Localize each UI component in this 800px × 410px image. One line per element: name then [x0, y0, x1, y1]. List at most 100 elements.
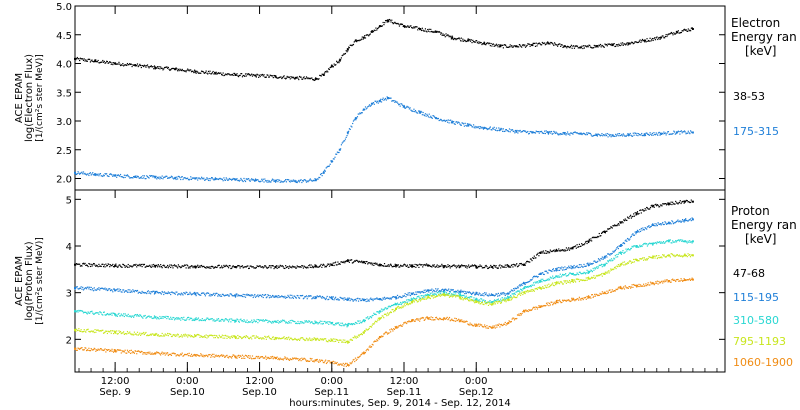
proton-sample: [382, 308, 384, 310]
electron-sample: [635, 134, 637, 136]
electron-sample: [129, 177, 131, 179]
electron-sample: [126, 174, 129, 176]
electron-sample: [255, 76, 257, 78]
electron-sample: [192, 70, 194, 72]
proton-sample: [109, 331, 111, 333]
electron-sample: [302, 180, 304, 182]
proton-sample: [216, 266, 218, 269]
proton-sample: [620, 244, 622, 246]
electron-sample: [643, 134, 645, 136]
proton-sample: [513, 296, 516, 298]
proton-sample: [588, 264, 590, 266]
proton-sample: [451, 296, 454, 298]
proton-sample: [405, 296, 407, 298]
electron-sample: [341, 142, 343, 144]
electron-sample: [527, 130, 529, 133]
proton-sample: [396, 303, 398, 305]
proton-sample: [583, 263, 585, 266]
electron-sample: [518, 43, 521, 46]
electron-sample: [404, 107, 406, 109]
electron-sample: [667, 34, 669, 36]
proton-point: [362, 319, 365, 322]
proton-sample: [592, 276, 594, 279]
proton-sample: [568, 272, 571, 274]
proton-sample: [618, 245, 620, 247]
proton-sample: [129, 315, 131, 317]
proton-sample: [226, 337, 228, 340]
proton-sample: [131, 291, 133, 293]
proton-sample: [359, 320, 361, 322]
proton-sample: [280, 338, 282, 340]
proton-sample: [593, 275, 595, 277]
proton-sample: [561, 269, 564, 271]
electron-sample: [86, 173, 88, 175]
proton-sample: [497, 302, 499, 304]
proton-sample: [308, 320, 311, 322]
proton-sample: [155, 264, 157, 266]
proton-sample: [279, 321, 281, 323]
proton-sample: [513, 292, 516, 294]
proton-sample: [409, 265, 412, 267]
electron-sample: [544, 130, 546, 132]
electron-sample: [605, 43, 608, 46]
electron-sample: [351, 126, 353, 128]
proton-sample: [527, 281, 529, 283]
proton-sample: [691, 201, 693, 203]
electron-sample: [281, 77, 283, 80]
proton-sample: [147, 290, 149, 292]
proton-sample: [414, 263, 416, 266]
proton-sample: [130, 265, 132, 267]
electron-sample: [79, 59, 81, 62]
electron-sample: [198, 177, 200, 179]
electron-sample: [645, 41, 647, 43]
proton-sample: [76, 263, 78, 265]
proton-sample: [246, 265, 248, 267]
electron-sample: [436, 117, 438, 120]
electron-sample: [508, 46, 511, 48]
proton-sample: [370, 262, 373, 264]
proton-sample: [449, 291, 451, 293]
proton-sample: [384, 313, 386, 316]
electron-sample: [407, 26, 410, 28]
electron-sample: [651, 37, 653, 40]
proton-sample: [416, 295, 418, 298]
proton-sample: [454, 294, 456, 297]
electron-sample: [166, 175, 168, 177]
proton-sample: [681, 218, 684, 221]
proton-sample: [114, 313, 116, 315]
proton-sample: [501, 297, 503, 299]
electron-sample: [583, 47, 585, 49]
proton-sample: [313, 323, 315, 325]
proton-sample: [671, 242, 673, 244]
proton-sample: [660, 204, 662, 206]
proton-sample: [468, 300, 470, 302]
proton-sample: [163, 264, 165, 266]
proton-sample: [176, 316, 178, 319]
electron-sample: [477, 41, 479, 43]
proton-sample: [678, 220, 681, 222]
proton-sample: [283, 336, 285, 338]
proton-sample: [184, 264, 186, 266]
electron-sample: [221, 73, 223, 76]
proton-sample: [136, 264, 139, 266]
electron-sample: [118, 61, 120, 63]
electron-sample: [537, 42, 540, 45]
proton-sample: [86, 329, 88, 331]
electron-sample: [443, 119, 446, 121]
proton-sample: [484, 266, 486, 269]
electron-sample: [187, 69, 190, 71]
proton-sample: [507, 299, 509, 302]
proton-sample: [476, 291, 478, 294]
electron-sample: [295, 181, 297, 183]
proton-sample: [254, 267, 256, 269]
electron-sample: [541, 132, 543, 134]
proton-sample: [473, 297, 475, 299]
electron-sample: [319, 74, 321, 77]
proton-sample: [641, 245, 643, 248]
proton-sample: [372, 314, 374, 317]
proton-sample: [492, 301, 494, 303]
electron-sample: [224, 74, 226, 76]
proton-sample: [562, 249, 564, 251]
electron-sample: [176, 176, 178, 178]
proton-sample: [170, 335, 173, 338]
